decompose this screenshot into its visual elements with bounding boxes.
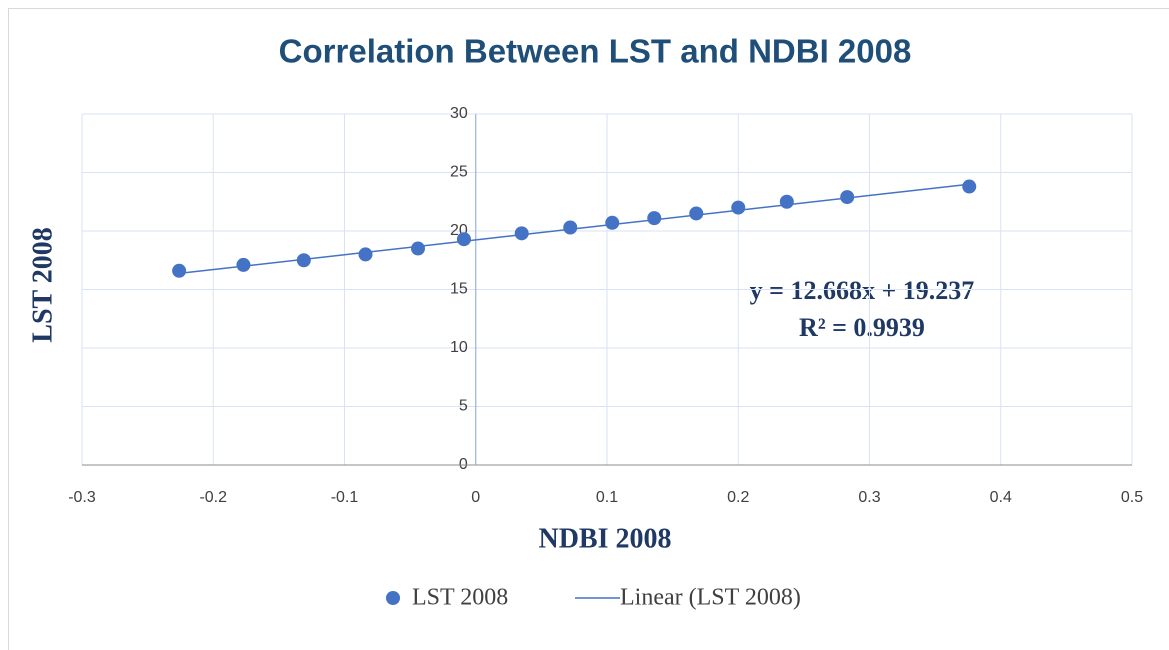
legend-label: LST 2008 — [412, 585, 508, 611]
data-point — [647, 211, 662, 226]
x-tick-label: 0 — [471, 489, 480, 506]
x-tick-label: 0.5 — [1121, 489, 1143, 506]
y-tick-label: 25 — [450, 164, 468, 181]
data-point — [962, 179, 977, 194]
x-tick-label: -0.2 — [199, 489, 227, 506]
data-point — [689, 206, 704, 221]
x-tick-label: -0.1 — [331, 489, 359, 506]
y-tick-label: 10 — [450, 339, 468, 356]
data-point — [563, 220, 578, 235]
data-point — [514, 226, 529, 241]
legend-label: Linear (LST 2008) — [620, 585, 801, 611]
data-point — [605, 215, 620, 230]
data-point — [236, 257, 251, 272]
trendline-equation: y = 12.668x + 19.237 — [750, 276, 975, 305]
x-tick-label: 0.3 — [858, 489, 880, 506]
y-tick-label: 15 — [450, 281, 468, 298]
data-point — [731, 200, 746, 215]
x-tick-label: -0.3 — [68, 489, 96, 506]
x-axis-label: NDBI 2008 — [538, 523, 671, 554]
legend-marker — [386, 591, 400, 605]
data-point — [411, 241, 425, 256]
chart-frame — [8, 8, 1169, 650]
x-tick-label: 0.1 — [596, 489, 618, 506]
data-point — [296, 253, 311, 268]
y-axis-label: LST 2008 — [27, 227, 58, 342]
data-point — [779, 194, 794, 209]
data-point — [456, 232, 471, 247]
data-point — [840, 190, 855, 205]
x-tick-label: 0.4 — [990, 489, 1012, 506]
chart-title: Correlation Between LST and NDBI 2008 — [279, 33, 912, 70]
y-tick-label: 5 — [459, 398, 468, 415]
data-point — [358, 247, 373, 262]
trendline-r-squared: R² = 0.9939 — [799, 313, 925, 342]
y-tick-label: 30 — [450, 105, 468, 122]
data-point — [172, 263, 187, 278]
x-tick-label: 0.2 — [727, 489, 749, 506]
